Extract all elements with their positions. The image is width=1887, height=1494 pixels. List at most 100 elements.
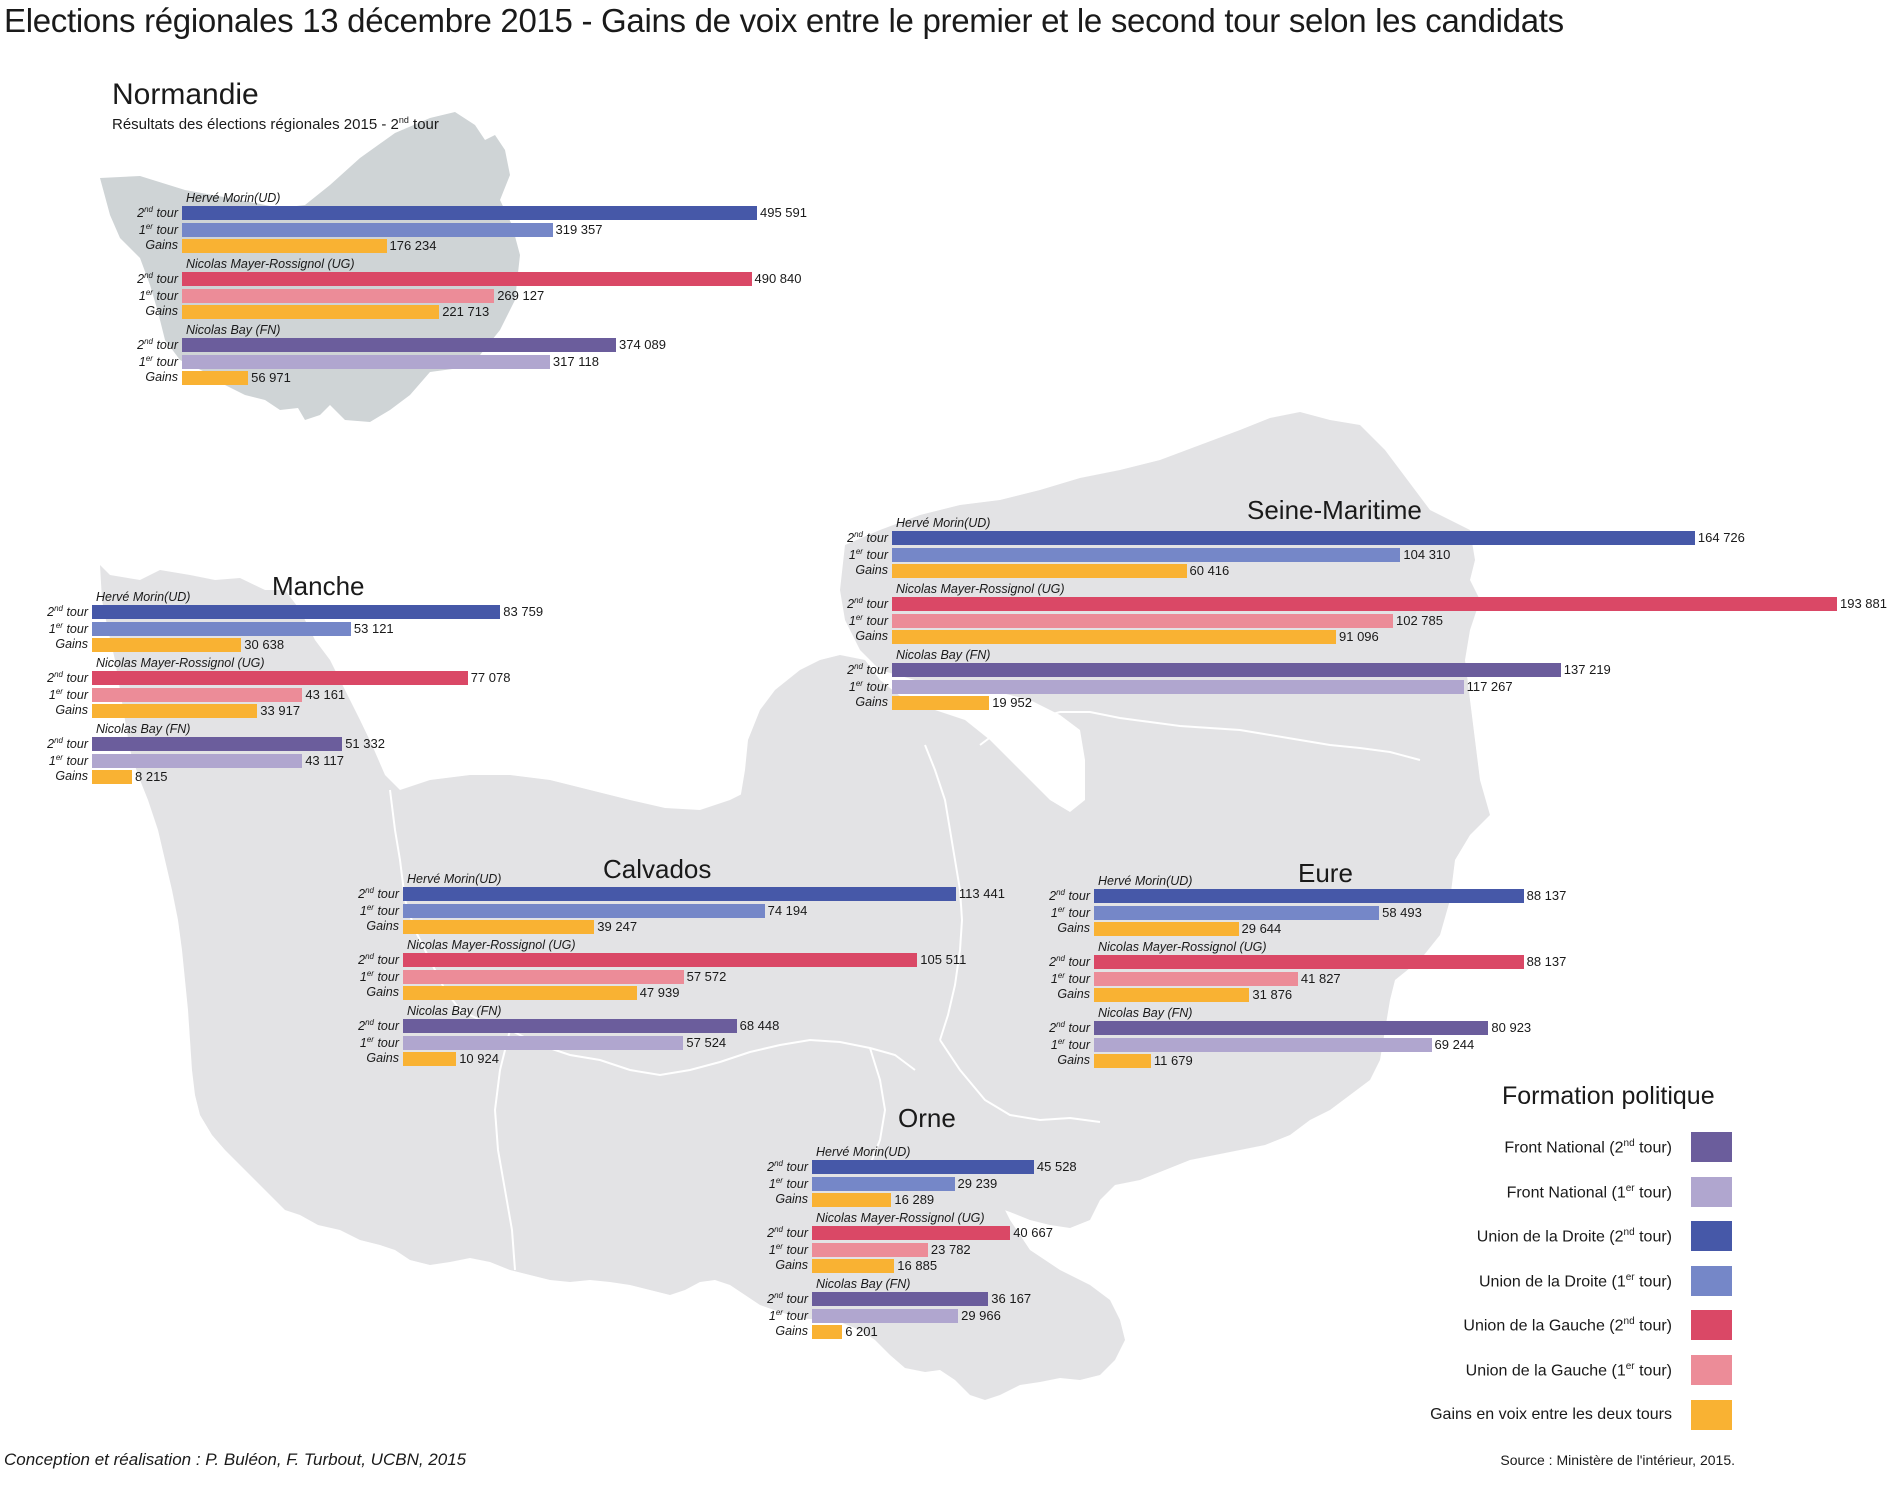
row-label-second: 2nd tour <box>847 530 888 546</box>
row-label-second: 2nd tour <box>137 271 178 287</box>
bar-first <box>92 621 351 636</box>
row-label-gains: Gains <box>145 370 178 384</box>
bar-first <box>892 679 1464 694</box>
inset-subtitle: Résultats des élections régionales 2015 … <box>112 115 439 133</box>
bar-value: 6 201 <box>845 1324 878 1339</box>
row-label-first: 1er tour <box>768 1241 808 1257</box>
bar-value: 58 493 <box>1382 904 1422 920</box>
bar-gains <box>1094 1054 1151 1068</box>
row-label-second: 2nd tour <box>358 1018 399 1034</box>
row-label-gains: Gains <box>366 1051 399 1065</box>
bar-value: 221 713 <box>442 304 490 319</box>
bar-second <box>403 887 956 901</box>
bar-value: 43 117 <box>305 752 344 768</box>
bar-value: 69 244 <box>1434 1036 1475 1052</box>
bar-value: 57 572 <box>686 968 727 984</box>
legend-item: Union de la Droite (1er tour) <box>1380 1265 1732 1296</box>
bar-second <box>1094 889 1524 903</box>
region-title-seine-maritime: Seine-Maritime <box>1247 495 1422 525</box>
legend-item: Union de la Gauche (1er tour) <box>1380 1355 1732 1385</box>
bar-value: 269 127 <box>497 287 545 303</box>
row-label-first: 1er tour <box>138 221 178 237</box>
row-label-second: 2nd tour <box>1049 888 1090 904</box>
legend-swatch <box>1691 1355 1732 1385</box>
bar-value: 77 078 <box>470 670 511 685</box>
candidate-name: Hervé Morin(UD) <box>896 516 991 530</box>
bar-gains <box>182 371 249 385</box>
legend-item: Gains en voix entre les deux tours <box>1380 1399 1732 1430</box>
row-label-second: 2nd tour <box>358 952 399 968</box>
row-label-gains: Gains <box>145 238 178 252</box>
bar-gains <box>1094 988 1250 1002</box>
credits: Conception et réalisation : P. Buléon, F… <box>4 1450 467 1469</box>
bar-second <box>892 597 1837 611</box>
bar-value: 8 215 <box>135 769 168 784</box>
row-label-gains: Gains <box>55 703 88 717</box>
legend-item: Front National (2nd tour) <box>1380 1132 1732 1162</box>
legend-item: Union de la Gauche (2nd tour) <box>1380 1310 1732 1341</box>
row-label-gains: Gains <box>855 563 888 577</box>
row-label-gains: Gains <box>366 985 399 999</box>
bar-value: 91 096 <box>1339 629 1379 644</box>
bar-value: 16 289 <box>894 1192 935 1207</box>
candidate-name: Hervé Morin(UD) <box>816 1145 911 1159</box>
legend-item: Union de la Droite (2nd tour) <box>1380 1221 1732 1252</box>
bar-gains <box>403 1052 457 1066</box>
row-label-first: 1er tour <box>848 612 888 628</box>
candidate-name: Hervé Morin(UD) <box>407 872 502 886</box>
row-label-first: 1er tour <box>1050 904 1090 920</box>
row-label-first: 1er tour <box>48 686 88 702</box>
row-label-second: 2nd tour <box>137 337 178 353</box>
bar-value: 33 917 <box>260 703 301 718</box>
bar-value: 88 137 <box>1526 888 1567 903</box>
legend-swatch <box>1691 1310 1732 1341</box>
row-label-first: 1er tour <box>48 752 88 768</box>
bar-gains <box>1094 922 1239 936</box>
bar-value: 30 638 <box>244 637 285 652</box>
row-label-second: 2nd tour <box>47 670 88 686</box>
legend-swatch <box>1691 1265 1732 1296</box>
bar-value: 137 219 <box>1563 662 1611 677</box>
candidate-name: Nicolas Bay (FN) <box>186 323 281 337</box>
bar-gains <box>182 305 440 319</box>
row-label-first: 1er tour <box>768 1175 808 1191</box>
bar-value: 60 416 <box>1189 563 1230 578</box>
row-label-first: 1er tour <box>138 353 178 369</box>
bar-value: 23 782 <box>930 1241 971 1257</box>
bar-value: 176 234 <box>389 238 437 253</box>
bar-value: 29 239 <box>957 1175 998 1191</box>
bar-value: 29 966 <box>961 1307 1001 1323</box>
bar-first <box>92 753 303 768</box>
bar-value: 495 591 <box>760 205 807 220</box>
legend-label: Union de la Gauche (1er tour) <box>1465 1361 1672 1380</box>
row-label-first: 1er tour <box>848 678 888 694</box>
map-title: Elections régionales 13 décembre 2015 - … <box>4 2 1564 39</box>
region-title-normandie: Normandie <box>112 78 259 111</box>
bar-value: 19 952 <box>992 695 1032 710</box>
bar-value: 102 785 <box>1396 612 1443 628</box>
row-label-gains: Gains <box>1057 987 1090 1001</box>
bar-gains <box>92 770 132 784</box>
bar-value: 29 644 <box>1241 921 1282 936</box>
bar-second <box>92 605 501 619</box>
bar-second <box>892 531 1695 545</box>
candidate-name: Nicolas Bay (FN) <box>816 1277 911 1291</box>
row-label-gains: Gains <box>775 1258 808 1272</box>
row-label-first: 1er tour <box>359 968 399 984</box>
candidate-name: Hervé Morin(UD) <box>1098 874 1193 888</box>
bar-value: 88 137 <box>1526 954 1567 969</box>
legend-label: Union de la Gauche (2nd tour) <box>1463 1316 1672 1335</box>
bar-first <box>403 969 684 984</box>
bar-value: 74 194 <box>767 902 808 918</box>
bar-value: 490 840 <box>754 271 802 286</box>
row-label-gains: Gains <box>855 695 888 709</box>
candidate-name: Nicolas Bay (FN) <box>96 722 191 736</box>
candidate-name: Nicolas Mayer-Rossignol (UG) <box>1098 940 1267 954</box>
bar-first <box>182 288 495 303</box>
bar-second <box>812 1160 1034 1174</box>
row-label-second: 2nd tour <box>47 736 88 752</box>
bar-gains <box>812 1325 843 1339</box>
region-title-eure: Eure <box>1298 858 1353 888</box>
bar-value: 105 511 <box>920 952 967 967</box>
candidate-name: Nicolas Mayer-Rossignol (UG) <box>96 656 265 670</box>
